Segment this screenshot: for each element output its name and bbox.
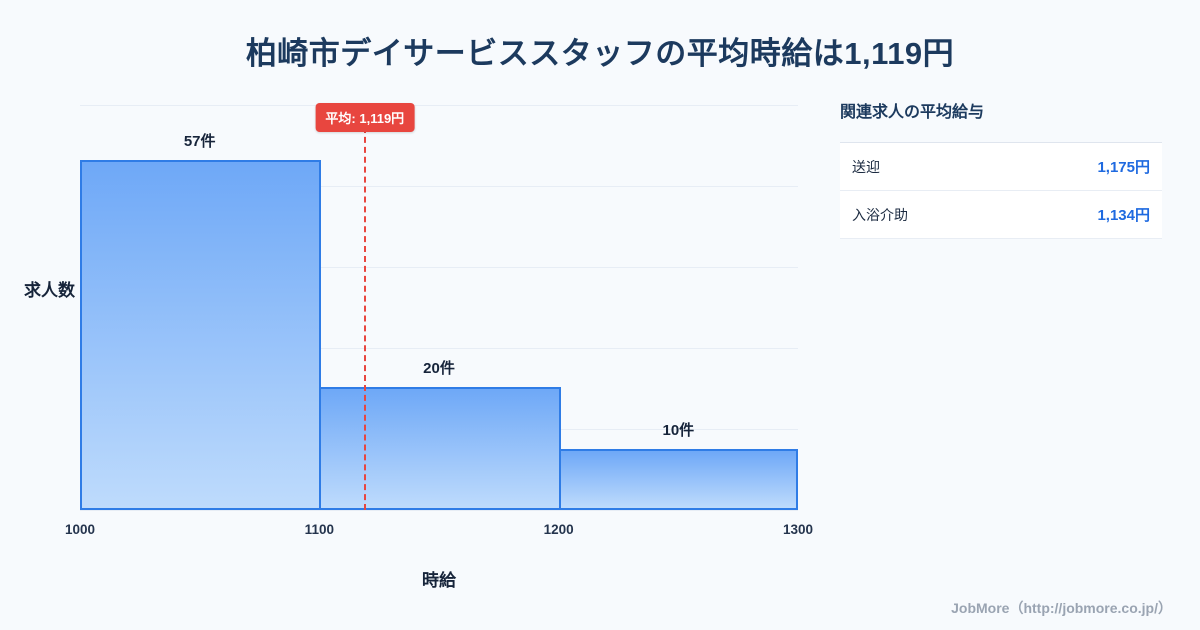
related-salary-panel: 関連求人の平均給与 送迎 1,175円入浴介助 1,134円 xyxy=(840,98,1162,239)
salary-row: 入浴介助 1,134円 xyxy=(840,191,1162,239)
salary-value: 1,134円 xyxy=(1097,207,1150,224)
gridline xyxy=(80,105,798,106)
x-tick-label: 1300 xyxy=(782,522,814,537)
bar-count-label: 57件 xyxy=(183,133,216,151)
bar-count-label: 10件 xyxy=(662,421,695,439)
average-dashed-line xyxy=(363,127,366,510)
salary-row: 送迎 1,175円 xyxy=(840,143,1162,191)
histogram-bar xyxy=(80,160,322,510)
bars-layer: 57件 20件 10件 xyxy=(80,105,798,510)
x-axis-label: 時給 xyxy=(422,571,456,590)
bar-count-label: 20件 xyxy=(423,360,455,378)
average-badge: 平均: 1,119円 xyxy=(315,103,415,132)
x-tick-label: 1100 xyxy=(304,522,334,537)
page-title: 柏崎市デイサービススタッフの平均時給は1,119円 xyxy=(245,36,955,71)
salary-value: 1,175円 xyxy=(1097,159,1150,176)
job-type-label: 送迎 xyxy=(852,158,880,175)
gridline xyxy=(80,267,798,268)
x-tick-label: 1000 xyxy=(64,522,96,537)
gridline xyxy=(80,348,798,349)
panel-title: 関連求人の平均給与 xyxy=(840,104,985,121)
x-axis-ticks: 1000 1100 1200 1300 xyxy=(65,105,813,537)
histogram-bar xyxy=(558,448,798,510)
y-axis-label: 求人数 xyxy=(24,281,75,300)
x-tick-label: 1200 xyxy=(543,522,574,537)
histogram-bar xyxy=(319,387,561,510)
gridline xyxy=(80,186,798,187)
related-salary-table: 送迎 1,175円入浴介助 1,134円 xyxy=(840,142,1162,239)
job-type-label: 入浴介助 xyxy=(852,206,908,223)
attribution: JobMore（http://jobmore.co.jp/） xyxy=(951,600,1172,616)
histogram-chart: 57件 20件 10件 平均: 1,119円 1000 1100 1200 1300 xyxy=(65,103,813,537)
gridline xyxy=(80,510,798,511)
